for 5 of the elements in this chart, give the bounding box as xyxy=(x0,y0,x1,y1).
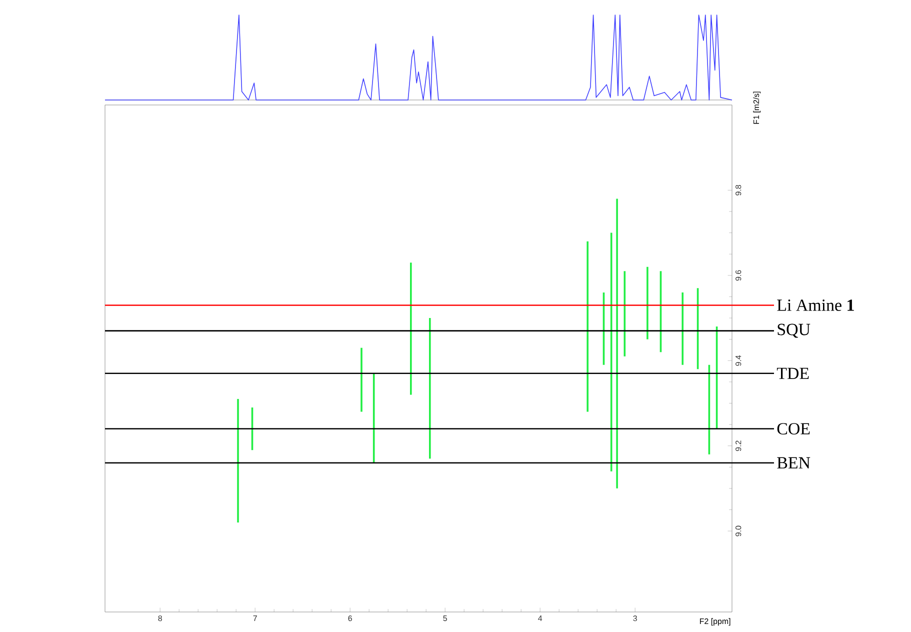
ref-line-label: BEN xyxy=(777,457,810,468)
ref-line-label: TDE xyxy=(776,368,809,379)
ref-line-label: SQU xyxy=(778,324,810,338)
ref-line-label: COE xyxy=(777,423,810,434)
ref-line-label: Li Amine 1 xyxy=(777,300,854,311)
